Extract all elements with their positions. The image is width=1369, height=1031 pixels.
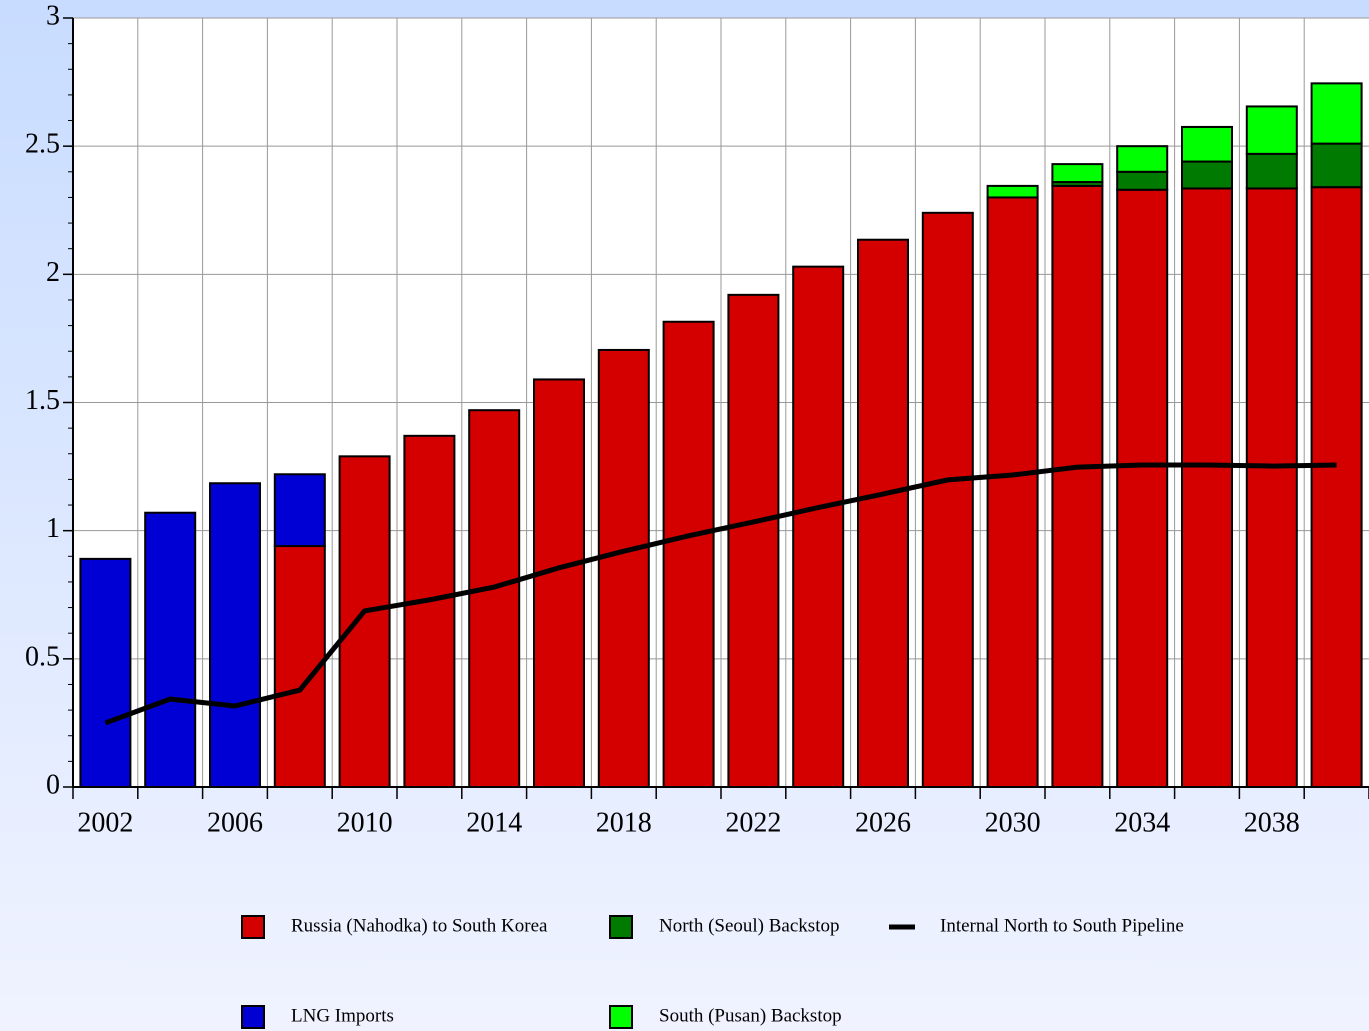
legend-swatch (241, 915, 265, 939)
legend-swatch (609, 1005, 633, 1029)
bar-segment (1245, 152, 1298, 190)
x-tick-label: 2034 (1114, 807, 1170, 838)
legend-label: LNG Imports (291, 1005, 394, 1026)
x-tick-label: 2010 (337, 807, 393, 838)
bar-segment (662, 320, 715, 788)
x-tick-label: 2026 (855, 807, 911, 838)
x-tick-label: 2006 (207, 807, 263, 838)
x-tick-label: 2038 (1244, 807, 1300, 838)
x-tick-label: 2022 (725, 807, 781, 838)
x-tick-label: 2002 (77, 807, 133, 838)
bar-segment (1116, 188, 1169, 788)
bar-segment (1245, 187, 1298, 788)
bar-segment (1181, 160, 1233, 190)
bar-segment (144, 511, 197, 788)
bar-segment (1051, 184, 1104, 789)
legend-swatch (241, 1005, 265, 1029)
y-tick-label: 0 (46, 769, 60, 800)
y-tick-label: 2.5 (25, 129, 60, 160)
bar-segment (273, 473, 326, 548)
bar-segment (921, 211, 974, 788)
bar-segment (533, 378, 585, 788)
bar-segment (338, 455, 391, 788)
legend-label: South (Pusan) Backstop (659, 1005, 842, 1026)
y-tick-label: 0.5 (25, 641, 60, 672)
bar-segment (1181, 125, 1233, 163)
bar-segment (403, 434, 456, 788)
x-tick-label: 2030 (985, 807, 1041, 838)
bar-segment (468, 409, 521, 788)
x-tick-label: 2018 (596, 807, 652, 838)
bar-segment (79, 557, 132, 789)
y-tick-label: 2 (46, 257, 60, 288)
y-tick-label: 1 (46, 513, 60, 544)
legend-label: North (Seoul) Backstop (659, 915, 839, 936)
bar-segment (727, 293, 780, 788)
line-series (104, 462, 1337, 726)
bar-segment (857, 238, 909, 788)
bar-segment (986, 184, 1039, 199)
bar-segment (1116, 170, 1169, 191)
legend-swatch (609, 915, 633, 939)
legend-label: Russia (Nahodka) to South Korea (291, 915, 548, 936)
bar-segment (597, 348, 650, 788)
y-tick-label: 3 (46, 0, 60, 31)
y-tick-label: 1.5 (25, 385, 60, 416)
bar-segment (1245, 105, 1298, 155)
x-tick-label: 2014 (466, 807, 522, 838)
bar-segment (986, 196, 1039, 788)
bar-segment (1310, 142, 1363, 189)
bar-segment (1181, 187, 1233, 788)
bar-segment (1310, 82, 1363, 145)
bar-segment (209, 482, 261, 788)
bar-segment (792, 265, 845, 789)
bar-segment (1310, 186, 1363, 788)
bar-segment (1051, 163, 1104, 184)
bar-segment (1116, 145, 1169, 173)
legend-label: Internal North to South Pipeline (940, 915, 1184, 936)
